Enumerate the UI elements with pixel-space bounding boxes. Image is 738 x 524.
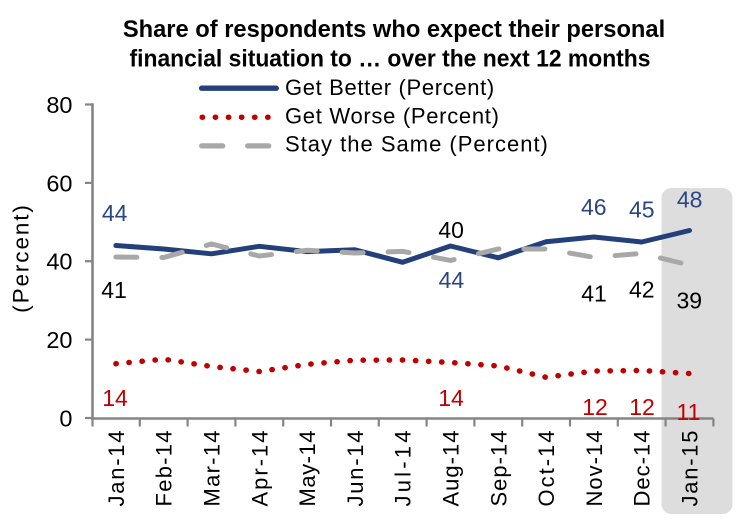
svg-text:11: 11 <box>677 399 701 425</box>
svg-text:Jan-14: Jan-14 <box>104 431 129 507</box>
svg-text:45: 45 <box>629 197 655 223</box>
svg-text:financial situation to … over: financial situation to … over the next 1… <box>130 47 651 73</box>
svg-text:May-14: May-14 <box>295 431 320 507</box>
svg-text:Nov-14: Nov-14 <box>582 431 607 507</box>
svg-text:Sep-14: Sep-14 <box>486 431 511 507</box>
svg-text:42: 42 <box>629 277 655 303</box>
svg-text:Apr-14: Apr-14 <box>247 431 272 507</box>
svg-text:Jan-15: Jan-15 <box>678 431 703 507</box>
svg-text:44: 44 <box>439 267 465 293</box>
svg-text:Dec-14: Dec-14 <box>630 431 655 507</box>
svg-text:14: 14 <box>102 385 128 411</box>
svg-text:41: 41 <box>581 281 607 307</box>
svg-text:(Percent): (Percent) <box>9 203 34 313</box>
svg-text:41: 41 <box>101 277 127 303</box>
svg-text:39: 39 <box>677 287 703 313</box>
svg-text:Get Better (Percent): Get Better (Percent) <box>285 75 495 100</box>
svg-text:46: 46 <box>581 194 607 220</box>
svg-text:Get Worse (Percent): Get Worse (Percent) <box>285 104 500 129</box>
svg-text:40: 40 <box>46 249 72 275</box>
svg-text:44: 44 <box>102 200 128 226</box>
svg-text:12: 12 <box>582 394 608 420</box>
svg-text:Feb-14: Feb-14 <box>152 431 177 507</box>
svg-text:14: 14 <box>438 385 464 411</box>
svg-text:80: 80 <box>46 92 72 118</box>
svg-text:Stay the Same (Percent): Stay the Same (Percent) <box>285 132 549 157</box>
svg-text:60: 60 <box>46 170 72 196</box>
svg-text:Mar-14: Mar-14 <box>200 431 225 507</box>
svg-text:48: 48 <box>677 186 703 212</box>
svg-text:Jul-14: Jul-14 <box>391 431 416 507</box>
svg-text:Share of respondents who expec: Share of respondents who expect their pe… <box>123 17 665 43</box>
svg-text:20: 20 <box>46 327 72 353</box>
svg-text:12: 12 <box>629 394 655 420</box>
svg-text:0: 0 <box>59 406 72 432</box>
svg-text:Jun-14: Jun-14 <box>343 431 368 507</box>
svg-text:Aug-14: Aug-14 <box>439 431 464 507</box>
svg-text:40: 40 <box>438 217 464 243</box>
svg-text:Oct-14: Oct-14 <box>534 431 559 507</box>
